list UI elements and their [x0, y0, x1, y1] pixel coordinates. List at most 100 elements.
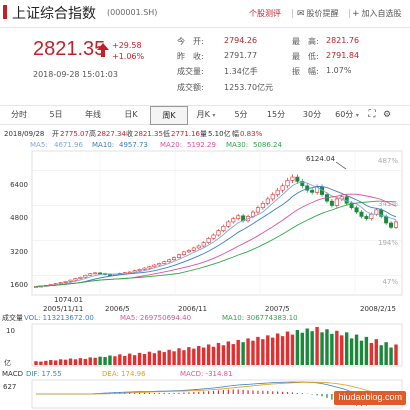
prev-close-stat: 昨 收: 2791.77 [177, 51, 258, 61]
info-open: 2775.07 [60, 130, 89, 138]
volume-bar [310, 331, 314, 365]
tab-15min[interactable]: 15分 [266, 110, 286, 119]
macd-dea-legend: DEA: 174.96 [102, 370, 146, 378]
tab-daily-k[interactable]: 日K [124, 110, 138, 119]
candle-body [177, 254, 182, 258]
volume-bar [221, 345, 226, 365]
volume-bar [394, 344, 398, 365]
volume-bar [285, 331, 290, 365]
candle-body [255, 207, 260, 213]
volume-bar [379, 345, 383, 365]
volume-bar [142, 353, 147, 365]
ma20-legend-value: 5192.29 [187, 141, 216, 149]
tab-5day[interactable]: 5日 [49, 110, 63, 119]
volume-bar [108, 355, 112, 365]
tab-60min[interactable]: 60分 ▾ [335, 110, 359, 119]
tab-5min[interactable]: 5分 [234, 110, 248, 119]
candle-body [73, 278, 78, 281]
candle-body [78, 276, 83, 279]
candle-body [181, 251, 186, 256]
volume-bar [325, 329, 329, 365]
volume-bar [256, 336, 260, 365]
volume-bar [290, 334, 295, 365]
info-open-label: 开 [52, 130, 59, 138]
volume-bar [271, 337, 275, 365]
volume-bar [162, 352, 166, 365]
tab-monthly-k[interactable]: 月K ▾ [196, 110, 216, 119]
candle-body [290, 176, 295, 181]
volume-bar [315, 327, 319, 365]
ma10-line [35, 186, 397, 287]
vol-y-unit: 亿 [4, 358, 11, 367]
x-tick-2008-2: 2008/2/15 [360, 305, 396, 313]
vol-ma5-legend: MA5: 269750694.40 [120, 314, 191, 322]
candle-body [260, 203, 265, 208]
pct-tick-341: 341% [378, 200, 398, 208]
volume-bar [88, 357, 92, 365]
review-link[interactable]: 个股测评 [249, 9, 281, 18]
candle-body [147, 266, 152, 269]
pct-tick-487: 487% [378, 157, 398, 165]
max-annotation: 6124.04 [306, 155, 335, 163]
candle-body [354, 207, 359, 213]
high-stat: 最 高: 2821.76 [292, 36, 360, 46]
tab-timeshare[interactable]: 分时 [11, 110, 27, 119]
y-tick-3200: 3200 [10, 248, 28, 256]
info-close: 2821.35 [134, 130, 163, 138]
price-area-frame [31, 150, 403, 296]
volume-bar [330, 333, 334, 365]
volume-bar [103, 357, 107, 365]
candle-body [196, 245, 201, 249]
volume-bar [344, 332, 349, 365]
ma30-legend-value: 5086.24 [253, 141, 282, 149]
candle-body [285, 180, 290, 187]
candle-body [374, 209, 379, 215]
candle-body [93, 272, 98, 275]
x-tick-2007-5: 2007/5 [265, 305, 290, 313]
settings-icon[interactable]: ⚙ [382, 110, 392, 120]
fullscreen-icon[interactable]: ⛶ [368, 109, 376, 120]
min-annotation: 1074.01 [54, 296, 83, 304]
candle-body [98, 272, 103, 275]
volume-bar [113, 356, 117, 365]
volume-bar [241, 342, 245, 365]
volume-bar [295, 330, 300, 365]
tab-year-line[interactable]: 年线 [85, 110, 101, 119]
tab-weekly-k[interactable]: 周K [150, 106, 188, 125]
candle-body [275, 189, 280, 195]
price-alert-button[interactable]: ✉ 股价提醒 [297, 8, 339, 19]
ma10-legend-label: MA10: [92, 141, 114, 149]
kline-chart: 2018/09/28 开 2775.07 高 2827.34 收 2821.35… [0, 127, 410, 410]
volume-bar [305, 328, 309, 365]
add-watchlist-button[interactable]: + 加入自选股 [352, 8, 402, 19]
info-amp-label: 幅 [232, 129, 239, 138]
candle-body [107, 274, 112, 276]
volume-bar [320, 332, 324, 365]
candle-body [393, 221, 399, 228]
divider [349, 9, 350, 18]
ma10-legend-value: 4957.73 [119, 141, 148, 149]
candle-body [201, 242, 206, 247]
volume-stat: 成交量: 1.34亿手 [177, 67, 258, 76]
volume-bar [261, 339, 265, 365]
vol-legend: VOL: 113213672.00 [24, 314, 94, 322]
candle-body [53, 283, 58, 285]
volume-bar [374, 339, 378, 365]
candle-body [88, 273, 93, 276]
change-percent: +1.06% [112, 52, 145, 61]
dea-line [36, 381, 397, 399]
ma5-legend-label: MA5: [30, 141, 48, 149]
volume-bar [384, 342, 388, 365]
candle-body [364, 216, 369, 219]
candle-body [58, 282, 63, 284]
candle-body [300, 181, 305, 187]
volume-bar [137, 352, 142, 365]
volume-bar [206, 344, 211, 365]
volume-bar [300, 332, 305, 365]
y-tick-1600: 1600 [10, 281, 28, 289]
candles [33, 174, 399, 288]
tab-30min[interactable]: 30分 [302, 110, 322, 119]
info-vol: 5.10亿 [208, 129, 231, 138]
volume-bar [118, 354, 122, 365]
watermark: hiudaoblog.com [334, 391, 406, 405]
